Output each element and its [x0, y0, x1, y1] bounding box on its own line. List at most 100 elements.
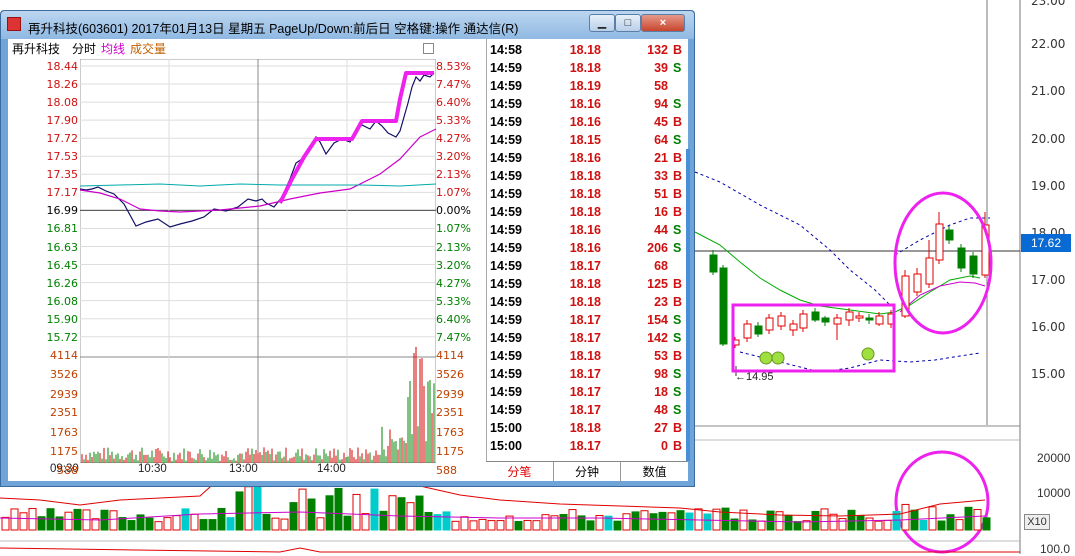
tick-row[interactable]: 14:59 18.17 18 S	[487, 383, 689, 401]
volume-bar	[568, 509, 577, 531]
tick-row[interactable]: 14:59 18.18 39 S	[487, 59, 689, 77]
volume-bar	[487, 520, 496, 531]
kline-up	[777, 315, 786, 327]
percent-label: 4.27%	[436, 132, 471, 146]
band-upper	[694, 171, 891, 306]
tick-price: 18.19	[569, 79, 601, 93]
tick-time: 14:59	[490, 151, 522, 165]
tick-row[interactable]: 14:59 18.16 45 B	[487, 113, 689, 131]
expand-icon[interactable]	[423, 43, 434, 54]
volume-bar	[577, 515, 586, 531]
volume-bar	[973, 508, 982, 531]
tick-row[interactable]: 14:58 18.18 132 B	[487, 41, 689, 59]
avg-line-label: 均线	[101, 42, 126, 56]
percent-label: 6.40%	[436, 312, 471, 326]
tick-price: 18.17	[569, 439, 601, 453]
tick-side: B	[673, 115, 683, 129]
tick-side: B	[673, 439, 683, 453]
tick-row[interactable]: 14:59 18.18 51 B	[487, 185, 689, 203]
tick-volume: 0	[661, 439, 668, 453]
restore-button[interactable]: □	[615, 14, 641, 32]
tick-row[interactable]: 14:59 18.17 142 S	[487, 329, 689, 347]
tick-price: 18.17	[569, 367, 601, 381]
tick-row[interactable]: 14:59 18.16 206 S	[487, 239, 689, 257]
volume-bar	[253, 486, 262, 531]
tick-price: 18.18	[569, 295, 601, 309]
volume-label: 3526	[50, 368, 78, 381]
tick-row[interactable]: 14:59 18.18 125 B	[487, 275, 689, 293]
tick-volume: 23	[654, 295, 668, 309]
volume-bar	[28, 508, 37, 531]
percent-label: 1.07%	[436, 222, 471, 236]
volume-bar	[856, 515, 865, 531]
tick-row[interactable]: 14:59 18.17 68	[487, 257, 689, 275]
tick-list[interactable]: 14:58 18.18 132 B 14:59 18.18 39 S 14:59 18.19 58 1…	[486, 39, 689, 461]
volume-bar	[550, 515, 559, 531]
tick-time: 14:59	[490, 187, 522, 201]
tick-row[interactable]: 15:00 18.18 27 B	[487, 419, 689, 437]
percent-label: 4.27%	[436, 276, 471, 290]
tick-row[interactable]: 14:59 18.18 33 B	[487, 167, 689, 185]
tick-price: 18.18	[569, 169, 601, 183]
volume-multiplier[interactable]: X10	[1024, 514, 1050, 530]
tick-row[interactable]: 15:00 18.17 0 B	[487, 437, 689, 455]
price-axis-label: 19.00	[1031, 179, 1066, 193]
tick-row[interactable]: 14:59 18.17 48 S	[487, 401, 689, 419]
tick-row[interactable]: 14:59 18.18 16 B	[487, 203, 689, 221]
volume-axis-label: 10000	[1037, 486, 1071, 500]
volume-bar	[829, 513, 838, 531]
volume-label: 1763	[50, 426, 78, 439]
tick-row[interactable]: 14:59 18.18 53 B	[487, 347, 689, 365]
volume-bar	[892, 511, 901, 531]
tick-row[interactable]: 14:59 18.15 64 S	[487, 131, 689, 149]
volume-label: 588	[57, 464, 78, 477]
tick-price: 18.17	[569, 403, 601, 417]
price-axis-label: 16.00	[1031, 320, 1066, 334]
volume-bar	[388, 495, 397, 531]
kline-down	[811, 311, 820, 321]
apple-icon	[771, 351, 785, 365]
tab-minutes[interactable]: 分钟	[552, 462, 621, 482]
app-icon	[7, 17, 21, 31]
volume-bar	[919, 519, 928, 531]
intraday-window[interactable]: 再升科技(603601) 2017年01月13日 星期五 PageUp/Down…	[0, 10, 695, 487]
volume-bar	[982, 517, 991, 531]
volume-bar	[847, 509, 856, 531]
tick-row[interactable]: 14:59 18.18 23 B	[487, 293, 689, 311]
volume-bar	[469, 520, 478, 531]
tick-row[interactable]: 14:59 18.16 21 B	[487, 149, 689, 167]
tick-scrollbar[interactable]	[686, 39, 690, 461]
highlight-ellipse	[894, 450, 990, 554]
tick-time: 14:59	[490, 331, 522, 345]
tick-volume: 206	[647, 241, 668, 255]
intraday-header: 再升科技 分时 均线 成交量	[8, 39, 486, 59]
ma-line	[899, 281, 986, 313]
volume-bar	[901, 503, 910, 531]
volume-bar	[811, 511, 820, 531]
tick-row[interactable]: 14:59 18.17 98 S	[487, 365, 689, 383]
tick-price: 18.18	[569, 187, 601, 201]
volume-label: 2939	[436, 388, 464, 401]
tab-ticks[interactable]: 分笔	[507, 465, 532, 479]
tick-row[interactable]: 14:59 18.17 154 S	[487, 311, 689, 329]
percent-label: 7.47%	[436, 330, 471, 344]
tab-values[interactable]: 数值	[620, 462, 688, 482]
close-button[interactable]: ×	[641, 14, 685, 32]
tick-side: S	[673, 97, 682, 111]
tick-row[interactable]: 14:59 18.16 44 S	[487, 221, 689, 239]
mode-label[interactable]: 分时	[72, 42, 97, 56]
tick-volume: 98	[654, 367, 668, 381]
volume-bar	[370, 488, 379, 531]
tick-side: S	[673, 403, 682, 417]
tick-row[interactable]: 14:59 18.19 58	[487, 77, 689, 95]
tick-row[interactable]: 14:59 18.16 94 S	[487, 95, 689, 113]
tick-time: 14:59	[490, 223, 522, 237]
intraday-chart[interactable]	[80, 59, 436, 463]
volume-bar	[496, 520, 505, 531]
volume-label: 1175	[436, 445, 464, 458]
tick-time: 14:59	[490, 79, 522, 93]
volume-bar	[145, 517, 154, 531]
minimize-button[interactable]: ▁	[589, 14, 615, 32]
price-label: 18.08	[46, 96, 79, 110]
window-titlebar[interactable]: 再升科技(603601) 2017年01月13日 星期五 PageUp/Down…	[1, 11, 694, 39]
